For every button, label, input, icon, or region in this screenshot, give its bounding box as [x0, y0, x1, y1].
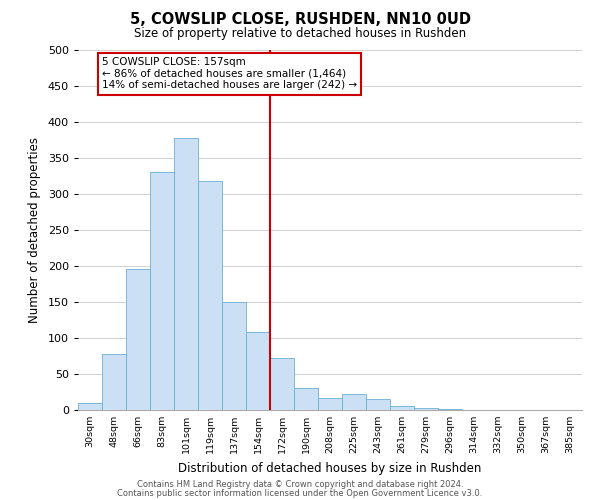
Bar: [222, 302, 246, 410]
Text: Size of property relative to detached houses in Rushden: Size of property relative to detached ho…: [134, 28, 466, 40]
Y-axis label: Number of detached properties: Number of detached properties: [28, 137, 41, 323]
Text: Contains public sector information licensed under the Open Government Licence v3: Contains public sector information licen…: [118, 488, 482, 498]
Bar: [414, 408, 438, 410]
Bar: [390, 406, 414, 410]
Bar: [318, 398, 342, 410]
Bar: [246, 332, 270, 410]
Bar: [294, 388, 318, 410]
Bar: [342, 394, 366, 410]
Bar: [198, 181, 222, 410]
Bar: [102, 354, 126, 410]
Bar: [126, 269, 150, 410]
Bar: [270, 358, 294, 410]
Bar: [78, 403, 102, 410]
X-axis label: Distribution of detached houses by size in Rushden: Distribution of detached houses by size …: [178, 462, 482, 474]
Text: 5, COWSLIP CLOSE, RUSHDEN, NN10 0UD: 5, COWSLIP CLOSE, RUSHDEN, NN10 0UD: [130, 12, 470, 28]
Bar: [174, 138, 198, 410]
Text: Contains HM Land Registry data © Crown copyright and database right 2024.: Contains HM Land Registry data © Crown c…: [137, 480, 463, 489]
Bar: [366, 399, 390, 410]
Text: 5 COWSLIP CLOSE: 157sqm
← 86% of detached houses are smaller (1,464)
14% of semi: 5 COWSLIP CLOSE: 157sqm ← 86% of detache…: [102, 57, 357, 90]
Bar: [150, 172, 174, 410]
